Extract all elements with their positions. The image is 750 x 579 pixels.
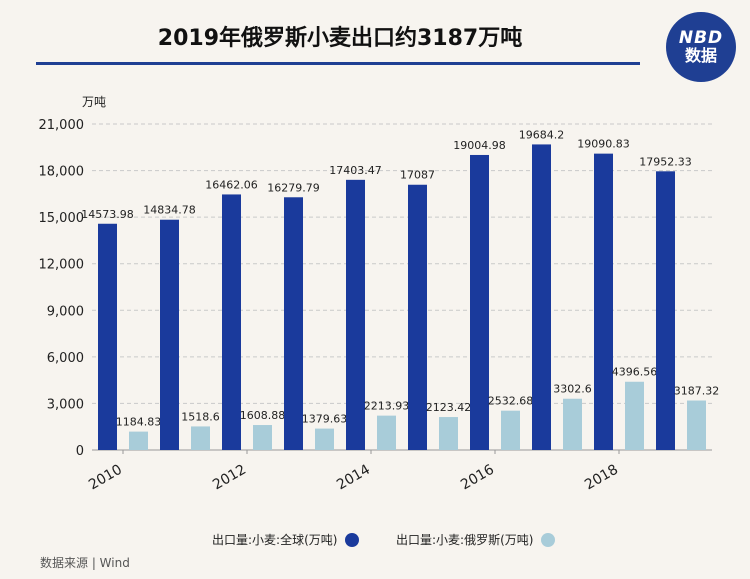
- x-tick-label: 2012: [210, 462, 249, 494]
- bar-russia: [439, 417, 458, 450]
- bar-global: [160, 219, 179, 450]
- data-label-global: 17403.47: [329, 164, 382, 177]
- legend-label-global: 出口量:小麦:全球(万吨): [212, 533, 338, 547]
- y-tick-label: 3,000: [47, 397, 84, 412]
- bar-global: [98, 223, 117, 450]
- source-note: 数据来源 | Wind: [40, 556, 130, 570]
- data-label-global: 19684.2: [519, 128, 565, 141]
- y-tick-label: 15,000: [39, 211, 85, 226]
- bar-russia: [191, 426, 210, 450]
- data-label-global: 16279.79: [267, 181, 320, 194]
- bar-global: [470, 154, 489, 450]
- y-tick-label: 18,000: [39, 165, 85, 180]
- bar-global: [656, 171, 675, 450]
- chart-title: 2019年俄罗斯小麦出口约3187万吨: [157, 26, 523, 51]
- x-tick-label: 2016: [458, 462, 497, 494]
- data-label-russia: 2532.68: [488, 395, 534, 408]
- x-tick-label: 2018: [582, 462, 621, 494]
- bar-russia: [377, 415, 396, 450]
- legend-swatch-global: [345, 532, 360, 547]
- legend-swatch-russia: [541, 532, 556, 547]
- data-label-russia: 1608.88: [240, 409, 286, 422]
- data-label-global: 19090.83: [577, 138, 630, 151]
- data-label-global: 19004.98: [453, 139, 506, 152]
- data-label-russia: 2123.42: [426, 401, 472, 414]
- x-tick-label: 2010: [86, 462, 125, 494]
- data-label-global: 16462.06: [205, 178, 258, 191]
- data-label-global: 17087: [400, 169, 435, 182]
- bar-russia: [625, 381, 644, 450]
- bar-russia: [563, 398, 582, 450]
- data-label-russia: 2213.93: [364, 400, 410, 413]
- bar-global: [284, 197, 303, 450]
- data-label-russia: 4396.56: [612, 366, 658, 379]
- y-tick-label: 21,000: [39, 118, 85, 133]
- legend-item-russia: 出口量:小麦:俄罗斯(万吨): [396, 531, 556, 548]
- bar-russia: [501, 410, 520, 450]
- y-tick-label: 9,000: [47, 304, 84, 319]
- x-tick-label: 2014: [334, 462, 373, 494]
- bar-global: [222, 194, 241, 450]
- y-tick-label: 0: [76, 444, 84, 459]
- data-label-global: 14834.78: [143, 204, 196, 217]
- bar-russia: [253, 425, 272, 450]
- bar-global: [408, 184, 427, 450]
- bar-global: [594, 153, 613, 451]
- title-underline: [36, 62, 640, 65]
- bar-russia: [687, 400, 706, 450]
- y-tick-label: 6,000: [47, 351, 84, 366]
- legend-item-global: 出口量:小麦:全球(万吨): [212, 531, 360, 548]
- bar-russia: [315, 428, 334, 450]
- data-label-global: 17952.33: [639, 155, 692, 168]
- y-unit-label: 万吨: [82, 95, 106, 109]
- data-label-russia: 1379.63: [302, 413, 348, 426]
- nbd-logo: NBD 数据: [666, 12, 736, 82]
- data-label-russia: 1184.83: [116, 416, 162, 429]
- y-tick-label: 12,000: [39, 258, 85, 273]
- bar-russia: [129, 431, 148, 450]
- data-label-russia: 3187.32: [674, 385, 720, 398]
- bar-global: [532, 144, 551, 451]
- data-label-russia: 3302.6: [553, 383, 592, 396]
- bar-global: [346, 179, 365, 450]
- logo-nbd-text: NBD: [678, 28, 724, 48]
- logo-sub-text: 数据: [684, 46, 717, 65]
- data-label-russia: 1518.6: [181, 410, 220, 423]
- legend-label-russia: 出口量:小麦:俄罗斯(万吨): [396, 533, 534, 547]
- data-label-global: 14573.98: [81, 208, 134, 221]
